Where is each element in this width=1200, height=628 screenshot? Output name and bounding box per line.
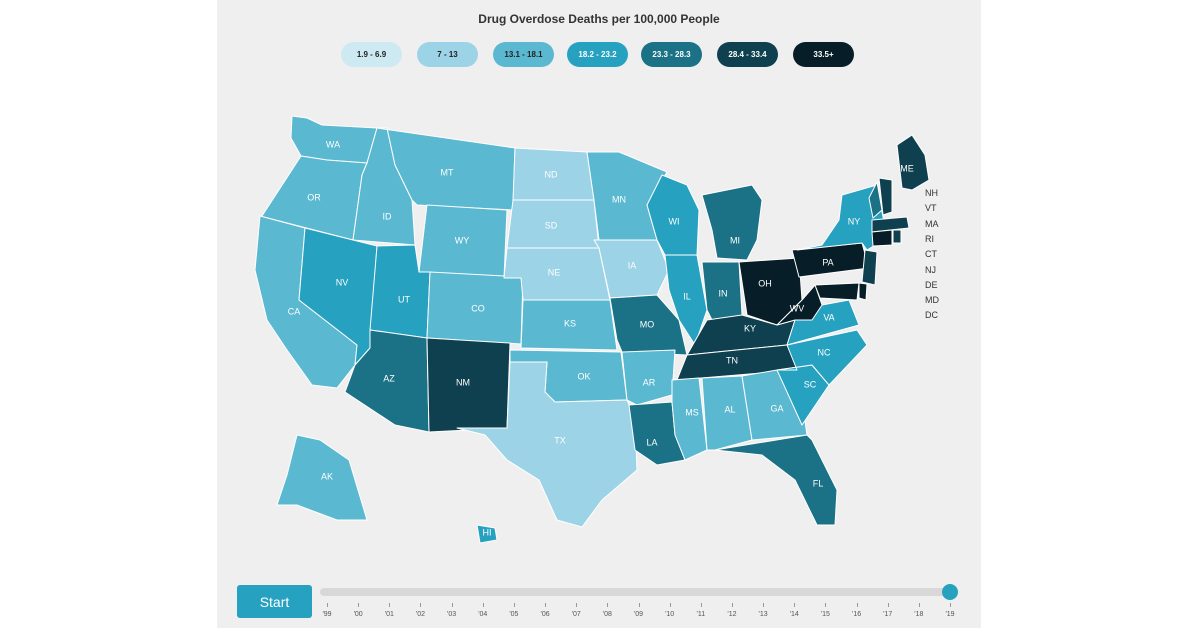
- state-de[interactable]: [858, 282, 868, 301]
- year-label[interactable]: '01: [384, 611, 394, 618]
- state-nc[interactable]: [776, 329, 868, 386]
- state-al[interactable]: [701, 375, 753, 451]
- state-co[interactable]: [426, 271, 524, 345]
- year-label[interactable]: '11: [696, 611, 706, 618]
- year-tick: [731, 603, 733, 607]
- state-nh[interactable]: [878, 177, 893, 216]
- year-tick: [451, 603, 453, 607]
- year-tick: [545, 603, 547, 607]
- year-slider-thumb[interactable]: [942, 584, 958, 600]
- year-label[interactable]: '07: [571, 611, 581, 618]
- year-label[interactable]: '04: [478, 611, 488, 618]
- state-tx[interactable]: [456, 361, 638, 528]
- state-ks[interactable]: [520, 299, 618, 351]
- state-me[interactable]: [896, 134, 930, 191]
- state-pa[interactable]: [791, 242, 870, 278]
- year-label[interactable]: '14: [789, 611, 799, 618]
- year-label[interactable]: '00: [353, 611, 363, 618]
- small-state-label: NH: [925, 188, 938, 198]
- year-tick: [420, 603, 422, 607]
- small-state-label: NJ: [925, 264, 936, 275]
- state-mi[interactable]: [701, 184, 763, 261]
- state-fl[interactable]: [714, 434, 838, 526]
- year-label[interactable]: '13: [758, 611, 768, 618]
- year-label[interactable]: '09: [633, 611, 644, 618]
- map-panel: Drug Overdose Deaths per 100,000 People …: [217, 0, 981, 628]
- state-ar[interactable]: [621, 349, 676, 406]
- year-label[interactable]: '10: [665, 611, 675, 618]
- state-wy[interactable]: [418, 204, 508, 279]
- legend-item[interactable]: 1.9 - 6.9: [341, 42, 402, 67]
- small-state-label: CT: [925, 249, 937, 260]
- state-ri[interactable]: [892, 229, 902, 244]
- state-nj[interactable]: [861, 249, 878, 286]
- legend-item[interactable]: 13.1 - 18.1: [493, 42, 554, 67]
- legend-item[interactable]: 7 - 13: [417, 42, 478, 67]
- state-nm[interactable]: [426, 337, 511, 433]
- state-sd[interactable]: [506, 199, 600, 249]
- year-label[interactable]: '18: [914, 611, 924, 618]
- year-tick: [358, 603, 360, 607]
- year-label[interactable]: '06: [540, 611, 550, 618]
- year-tick: [389, 603, 391, 607]
- state-wv[interactable]: [776, 284, 823, 326]
- year-tick: [576, 603, 578, 607]
- state-md[interactable]: [814, 282, 860, 301]
- state-hi[interactable]: [476, 524, 498, 544]
- year-label[interactable]: '19: [945, 611, 955, 618]
- year-tick: [607, 603, 609, 607]
- small-state-label: DC: [925, 310, 938, 321]
- year-label[interactable]: '16: [851, 611, 862, 618]
- state-ak[interactable]: [276, 434, 368, 521]
- year-tick: [700, 603, 702, 607]
- year-label[interactable]: '03: [447, 611, 457, 618]
- us-map: WAORCAIDNVMTWYUTAZCONMNDSDNEKSOKTXMNIAMO…: [254, 115, 930, 544]
- state-ma[interactable]: [871, 216, 910, 233]
- state-wi[interactable]: [646, 174, 700, 256]
- year-tick: [482, 603, 484, 607]
- small-state-label: VT: [925, 203, 937, 214]
- year-label[interactable]: '17: [883, 611, 893, 618]
- year-tick: [669, 603, 671, 607]
- state-ct[interactable]: [871, 229, 893, 247]
- legend-item[interactable]: 23.3 - 28.3: [641, 42, 702, 67]
- year-tick: [856, 603, 858, 607]
- year-slider-track[interactable]: [320, 588, 952, 596]
- year-label[interactable]: '99: [322, 611, 332, 618]
- year-label[interactable]: '05: [509, 611, 519, 618]
- legend-item[interactable]: 28.4 - 33.4: [717, 42, 778, 67]
- legend-item[interactable]: 18.2 - 23.2: [567, 42, 628, 67]
- year-tick: [825, 603, 827, 607]
- small-state-label: MA: [925, 218, 939, 229]
- state-nd[interactable]: [512, 147, 595, 201]
- year-tick: [950, 603, 951, 607]
- year-label[interactable]: '08: [602, 611, 612, 618]
- year-label[interactable]: '12: [727, 611, 737, 618]
- year-tick: [763, 603, 765, 607]
- start-button[interactable]: Start: [237, 585, 312, 618]
- year-tick: [918, 603, 920, 607]
- year-label[interactable]: '02: [415, 611, 425, 618]
- year-label[interactable]: '15: [820, 611, 830, 618]
- year-tick: [513, 603, 515, 607]
- small-state-label: RI: [925, 233, 934, 244]
- year-tick: [638, 603, 640, 607]
- year-tick: [887, 603, 889, 607]
- year-tick: [327, 603, 328, 607]
- small-state-label: MD: [925, 295, 939, 306]
- legend-item[interactable]: 33.5+: [793, 42, 854, 67]
- state-ms[interactable]: [671, 377, 708, 461]
- map-title: Drug Overdose Deaths per 100,000 People: [478, 12, 720, 26]
- small-state-label: DE: [925, 279, 938, 290]
- year-tick: [794, 603, 796, 607]
